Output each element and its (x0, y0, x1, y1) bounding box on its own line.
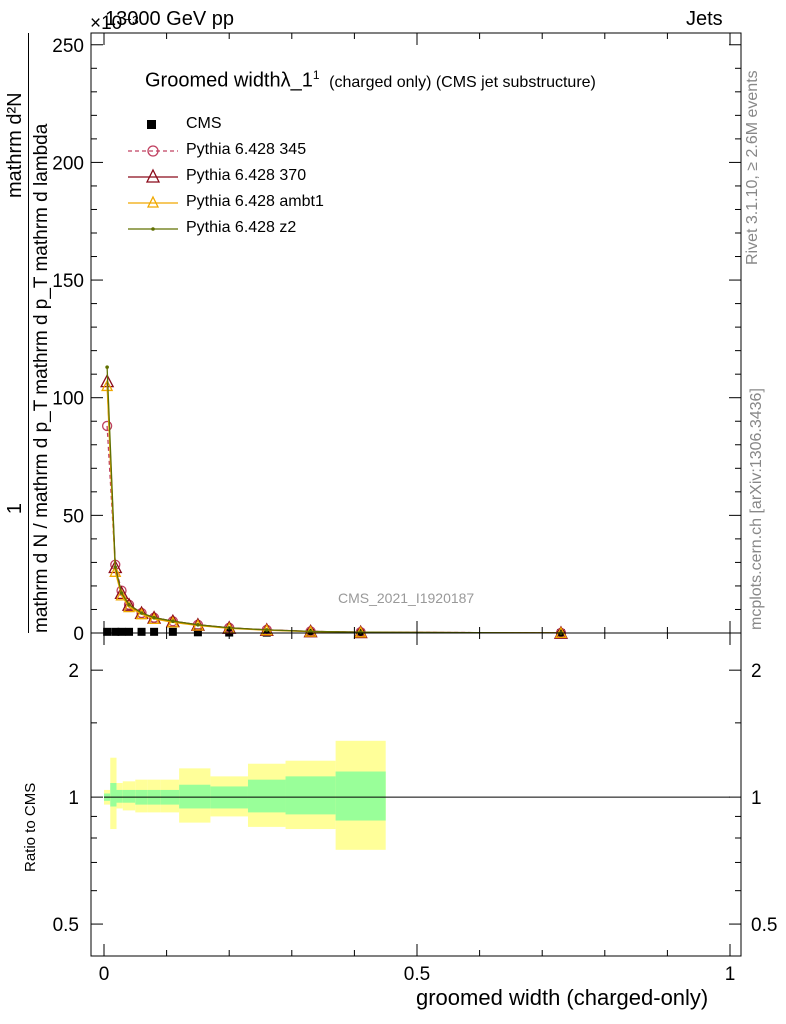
series-point-4 (113, 565, 118, 569)
ratio-inner-band (335, 771, 386, 821)
ratio-y-axis-label: Ratio to CMS (22, 782, 39, 872)
ratio-y-tick-label-right: 0.5 (751, 915, 777, 936)
series-point-4 (127, 602, 131, 607)
legend-marker-cms (147, 120, 156, 129)
legend-marker-370 (145, 168, 161, 183)
main-y-tick-label: 0 (73, 624, 84, 645)
main-y-tick-label: 200 (52, 153, 84, 174)
series-line-4 (106, 367, 562, 634)
series-line-2 (106, 381, 562, 634)
cms-data-point (137, 627, 146, 636)
cms-data-point (117, 627, 126, 636)
main-y-tick-label: 250 (52, 36, 84, 57)
series-line-1 (106, 425, 562, 634)
series-point-1 (123, 599, 135, 610)
series-point-4 (139, 611, 144, 615)
legend-entry-cms: CMS (186, 115, 222, 132)
series-point-1 (101, 420, 113, 432)
cms-data-point (103, 627, 112, 636)
ratio-plot-frame (90, 632, 742, 957)
series-point-4 (171, 619, 175, 624)
ratio-y-tick-label-left: 0.5 (53, 915, 79, 936)
legend-marker-ambt1 (146, 195, 160, 208)
plot-title-sup: 1 (312, 68, 320, 82)
main-y-tick-label: 100 (52, 389, 84, 410)
legend-entry-z2: Pythia 6.428 z2 (186, 219, 297, 236)
ratio-inner-band (247, 779, 286, 813)
plot-title-lambda: λ_1 (280, 69, 313, 92)
ratio-inner-band (116, 789, 123, 803)
ratio-inner-band (285, 776, 336, 815)
series-point-4 (308, 629, 313, 634)
y-label-top: mathrm d²N (4, 92, 26, 198)
plot-title-main: Groomed width (145, 69, 281, 92)
legend-entry-ambt1: Pythia 6.428 ambt1 (186, 193, 324, 210)
x-tick-label: 0.5 (404, 964, 430, 985)
mcplots-label: mcplots.cern.ch [arXiv:1306.3436] (748, 388, 765, 630)
ratio-y-tick-label-right: 2 (751, 661, 762, 682)
series-point-2 (114, 585, 129, 600)
series-point-4 (264, 628, 269, 632)
series-point-2 (121, 597, 137, 611)
cms-data-point (150, 627, 159, 636)
plot-title: Groomed widthλ_11 (charged only) (CMS je… (145, 68, 596, 93)
x-axis-label: groomed width (charged-only) (416, 985, 709, 1010)
ratio-inner-band (122, 789, 136, 803)
cms-data-point (168, 627, 177, 636)
ratio-y-tick-label-left: 1 (68, 788, 79, 809)
ratio-y-tick-label-right: 1 (751, 788, 762, 809)
series-line-3 (106, 385, 562, 634)
legend-marker-z2 (151, 227, 155, 231)
legend-entry-370: Pythia 6.428 370 (186, 167, 307, 184)
series-point-3 (115, 588, 128, 601)
main-y-axis-label: 1 mathrm d N / mathrm d p_T mathrm d p_T… (4, 33, 56, 633)
cms-data-point (125, 627, 134, 636)
main-y-tick-label: 150 (52, 271, 84, 292)
process-title: Jets (686, 8, 723, 30)
analysis-watermark: CMS_2021_I1920187 (338, 590, 475, 606)
cms-data-point (193, 628, 202, 637)
series-point-4 (105, 365, 109, 369)
x-tick-label: 0 (99, 964, 110, 985)
ratio-y-tick-label-left: 2 (68, 661, 79, 682)
main-y-tick-label: 50 (63, 506, 84, 527)
y-label-numerator: 1 (4, 503, 26, 515)
legend: CMS Pythia 6.428 345 Pythia 6.428 370 Py… (120, 112, 350, 242)
series-point-3 (109, 565, 122, 577)
y-label-fraction-bar (28, 33, 29, 633)
energy-title: 13000 GeV pp (105, 8, 234, 30)
ratio-inner-band (179, 784, 211, 809)
ratio-inner-band (110, 783, 117, 807)
x-tick-label: 1 (725, 964, 736, 985)
series-point-4 (119, 591, 124, 595)
multiplier-label: ×10⁻³ (90, 13, 139, 34)
legend-entry-345: Pythia 6.428 345 (186, 141, 307, 158)
series-point-3 (101, 379, 114, 392)
rivet-version-label: Rivet 3.1.10, ≥ 2.6M events (744, 70, 761, 265)
plot-title-rest: (charged only) (CMS jet substructure) (329, 73, 596, 91)
legend-marker-345 (147, 145, 159, 157)
legend-markers (128, 120, 178, 231)
series-point-4 (152, 615, 156, 620)
cms-data-point (111, 627, 120, 636)
series-point-4 (196, 622, 200, 627)
y-label-denominator: mathrm d N / mathrm d p_T mathrm d p_T m… (31, 123, 52, 633)
